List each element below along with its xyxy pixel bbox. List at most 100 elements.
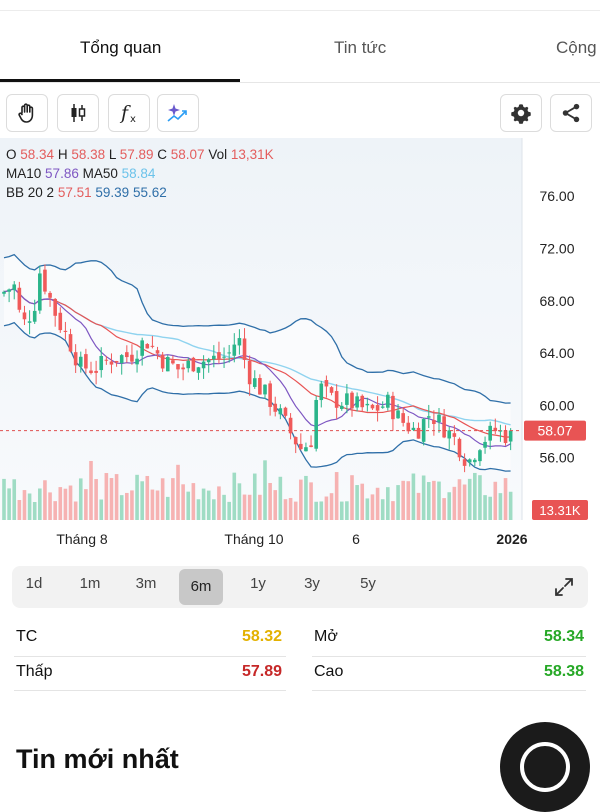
period-1d[interactable]: 1d <box>25 575 43 592</box>
stat-tc-label: TC <box>16 628 38 645</box>
candle-body <box>191 357 196 372</box>
volume-bar <box>135 474 139 520</box>
candle-body <box>508 430 513 442</box>
volume-bar <box>339 501 344 520</box>
stat-divider <box>312 690 586 691</box>
volume-bar <box>109 478 114 520</box>
candle-body <box>160 354 165 369</box>
ai-analysis-button[interactable] <box>157 94 199 132</box>
volume-bar <box>7 488 11 520</box>
volume-bar <box>114 474 119 520</box>
tab-news[interactable]: Tin tức <box>334 38 387 57</box>
candle-body <box>457 438 462 458</box>
assistive-touch-button[interactable] <box>500 722 590 812</box>
period-3m[interactable]: 3m <box>135 575 157 592</box>
y-tick-label: 60.00 <box>539 397 574 413</box>
candle-body <box>258 377 262 395</box>
period-1m[interactable]: 1m <box>79 575 101 592</box>
legend-ma50-label: MA50 <box>82 166 118 181</box>
share-button[interactable] <box>550 94 592 132</box>
candle-body <box>217 352 221 359</box>
volume-bar <box>411 473 416 520</box>
ohlc-legend: O 58.34 H 58.38 L 57.89 C 58.07 Vol 13,3… <box>6 147 274 162</box>
tab-overview[interactable]: Tổng quan <box>80 38 162 57</box>
top-divider <box>0 10 600 11</box>
candle-body <box>375 405 380 411</box>
candle-body <box>38 273 42 311</box>
candle-body <box>7 289 11 292</box>
volume-bar <box>345 501 349 520</box>
legend-high-label: H <box>57 147 68 162</box>
volume-bar <box>304 475 308 520</box>
candle-body <box>334 391 339 408</box>
svg-text:f: f <box>119 102 131 124</box>
stat-divider <box>14 690 286 691</box>
y-tick-label: 68.00 <box>539 293 574 309</box>
volume-bar <box>32 501 37 520</box>
volume-bar <box>421 475 426 520</box>
tab-community[interactable]: Cộng <box>556 38 597 57</box>
volume-bar <box>232 472 237 520</box>
period-3y[interactable]: 3y <box>304 575 320 592</box>
volume-bar <box>329 493 334 520</box>
fullscreen-button[interactable] <box>552 575 576 604</box>
volume-bar <box>201 488 206 520</box>
candle-body <box>288 417 293 434</box>
candle-body <box>222 356 226 358</box>
gear-icon <box>511 104 531 124</box>
candle-body <box>232 344 237 356</box>
legend-ma10-label: MA10 <box>6 166 42 181</box>
volume-bar <box>473 472 477 520</box>
candle-body <box>165 356 170 372</box>
candle-body <box>109 361 114 365</box>
volume-bar <box>191 483 196 520</box>
candle-body <box>27 321 32 323</box>
legend-ma50: 58.84 <box>121 166 156 181</box>
volume-bar <box>503 478 508 520</box>
volume-bar <box>386 487 390 520</box>
candle-body <box>391 395 395 420</box>
volume-bar <box>263 460 267 520</box>
volume-bar <box>355 485 359 520</box>
period-6m[interactable]: 6m <box>179 569 223 605</box>
candlestick-icon <box>71 104 86 122</box>
candle-body <box>22 312 27 320</box>
volume-bar <box>493 481 498 520</box>
candle-body <box>181 367 185 370</box>
ma10-line <box>3 287 511 448</box>
candle-body <box>135 358 139 365</box>
candle-body <box>186 360 191 369</box>
volume-bar <box>58 487 63 520</box>
legend-vol: 13,31K <box>230 147 274 162</box>
bb-legend: BB 20 2 57.51 59.39 55.62 <box>6 185 167 200</box>
candle-body <box>171 360 175 364</box>
candle-body <box>304 447 308 452</box>
candle-body <box>48 292 52 298</box>
indicators-button[interactable]: f x <box>108 94 150 132</box>
candle-body <box>119 355 124 363</box>
chart-settings-button[interactable] <box>500 94 542 132</box>
candle-body <box>478 450 482 462</box>
ma-legend: MA10 57.86 MA50 58.84 <box>6 166 155 181</box>
volume-bar <box>370 494 375 520</box>
candle-body <box>488 425 492 441</box>
volume-bar <box>99 499 104 520</box>
volume-bar <box>416 492 421 520</box>
hand-tool-button[interactable] <box>6 94 48 132</box>
period-5y[interactable]: 5y <box>360 575 376 592</box>
candle-body <box>73 352 78 366</box>
candle-body <box>252 378 257 387</box>
chart-type-button[interactable] <box>57 94 99 132</box>
volume-bar <box>467 478 472 520</box>
candle-body <box>12 284 17 291</box>
volume-bar <box>43 480 47 520</box>
volume-bar <box>181 484 185 520</box>
volume-bar <box>293 501 298 520</box>
volume-bar <box>488 496 492 520</box>
period-1y[interactable]: 1y <box>250 575 266 592</box>
x-tick-label: Tháng 10 <box>224 531 283 547</box>
candle-body <box>99 356 104 371</box>
legend-bb-up: 59.39 <box>95 185 130 200</box>
